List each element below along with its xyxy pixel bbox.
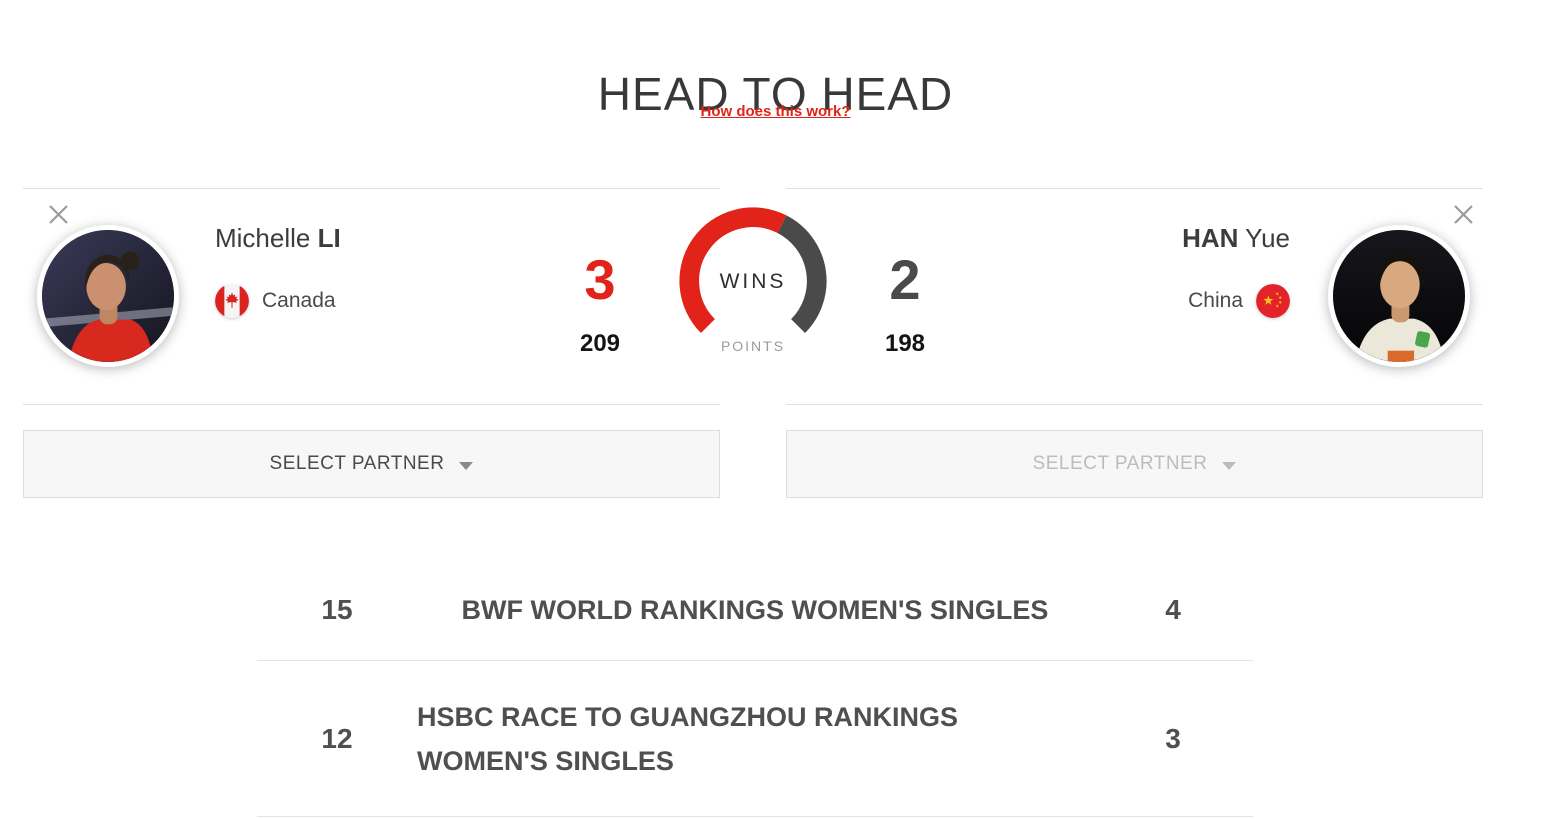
metric-right: 2 198 (845, 251, 965, 358)
select-partner-label-left: SELECT PARTNER (269, 453, 445, 474)
player-card-left: Michelle LI (23, 188, 720, 405)
player-card-right: HAN Yue China (786, 188, 1483, 405)
chevron-down-icon (1222, 461, 1237, 470)
country-label-left: Canada (262, 289, 336, 312)
help-link-row: How does this work? (0, 103, 1551, 121)
han-yue-avatar (1333, 230, 1465, 362)
close-icon-left[interactable] (45, 201, 72, 228)
close-icon (49, 205, 68, 224)
player-name-left: Michelle LI (215, 223, 341, 253)
rankings-comparison: 15 BWF WORLD RANKINGS WOMEN'S SINGLES 4 … (257, 560, 1253, 817)
close-icon-right[interactable] (1450, 201, 1477, 228)
close-icon (1454, 205, 1473, 224)
player-info-left: Michelle LI (215, 189, 341, 318)
ranking-label: HSBC RACE TO GUANGZHOU RANKINGS WOMEN'S … (417, 701, 959, 776)
ranking-row-race: 12 HSBC RACE TO GUANGZHOU RANKINGS WOMEN… (257, 661, 1253, 817)
page-title: HEAD TO HEAD (597, 67, 954, 120)
how-does-this-work-link[interactable]: How does this work? (700, 103, 851, 120)
ranking-right-value: 3 (1165, 722, 1181, 754)
ranking-left-value: 15 (321, 594, 353, 625)
wins-gauge: WINS POINTS (678, 206, 828, 356)
wins-gauge-arc (679, 207, 827, 334)
metric-left: 3 209 (540, 251, 660, 358)
select-partner-label-right: SELECT PARTNER (1032, 453, 1208, 474)
points-count-left: 209 (579, 330, 621, 357)
gauge-points-label: POINTS (720, 338, 786, 354)
player-photo-right (1328, 225, 1470, 367)
player-info-right: HAN Yue China (1182, 189, 1290, 318)
wins-count-right: 2 (889, 248, 921, 311)
gauge-arc-right (777, 215, 827, 334)
ranking-row-world: 15 BWF WORLD RANKINGS WOMEN'S SINGLES 4 (257, 560, 1253, 661)
player-country-right: China (1182, 284, 1290, 318)
gauge-arc-left (679, 207, 787, 334)
select-partner-dropdown-left[interactable]: SELECT PARTNER (23, 430, 720, 498)
ranking-label: BWF WORLD RANKINGS WOMEN'S SINGLES (461, 595, 1049, 625)
chevron-down-icon (459, 461, 474, 470)
ranking-left-value: 12 (321, 722, 353, 754)
points-count-right: 198 (884, 330, 926, 357)
gauge-wins-label: WINS (719, 270, 787, 293)
china-flag-icon (1256, 284, 1290, 318)
player-country-left: Canada (215, 284, 341, 318)
country-label-right: China (1188, 289, 1243, 312)
players-comparison: Michelle LI (0, 188, 1551, 405)
player-photo-left (37, 225, 179, 367)
player-name-right: HAN Yue (1182, 223, 1290, 253)
wins-count-left: 3 (584, 248, 616, 311)
ranking-right-value: 4 (1165, 594, 1181, 625)
michelle-li-avatar (42, 230, 174, 362)
canada-flag-icon (215, 284, 249, 318)
select-partner-dropdown-right[interactable]: SELECT PARTNER (786, 430, 1483, 498)
